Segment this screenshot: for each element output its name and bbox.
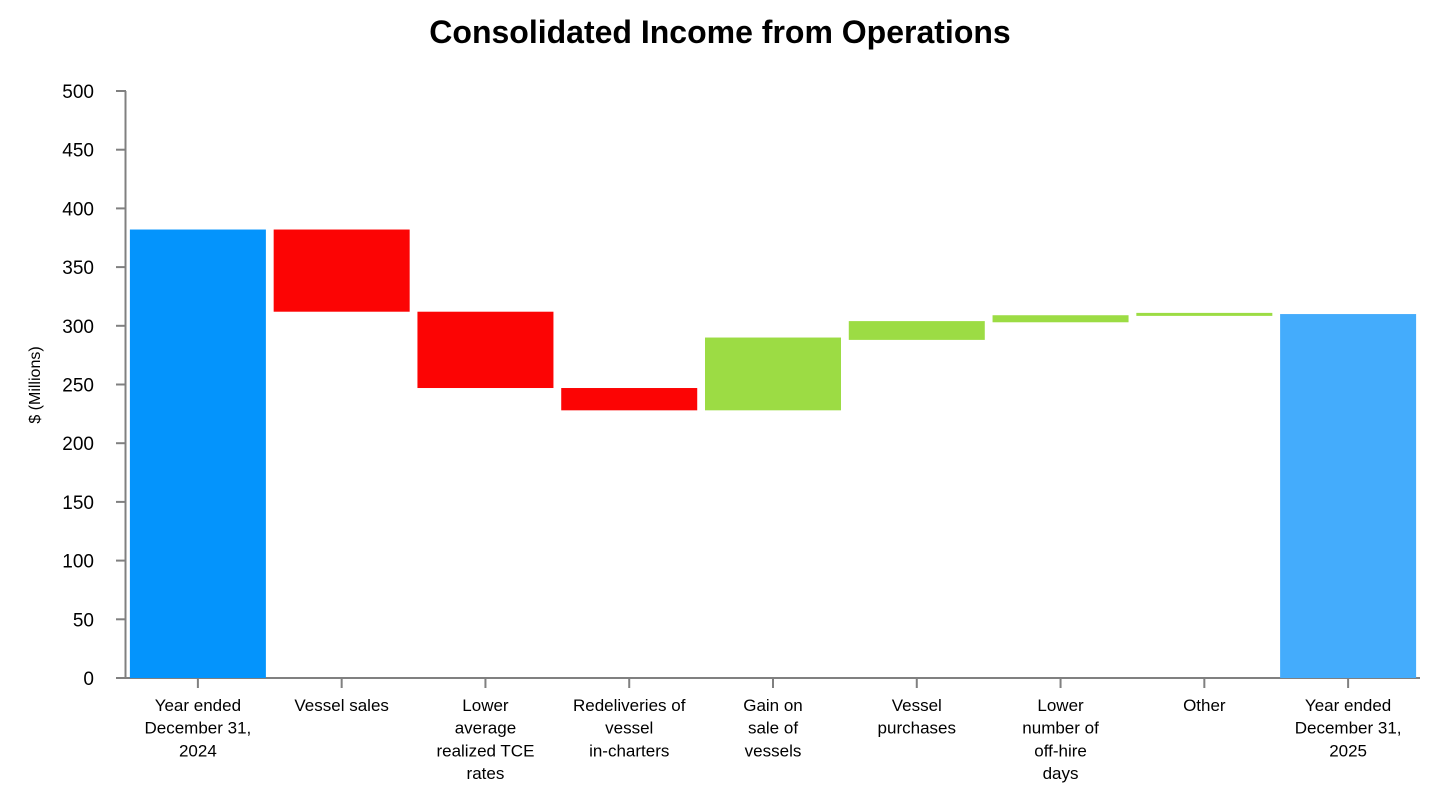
waterfall-bar <box>705 337 841 411</box>
x-category-label: Lower number of off-hire days <box>1022 696 1099 783</box>
y-axis: 0 50 100 150 200 250 300 350 400 450 500 <box>62 82 127 690</box>
waterfall-bar <box>417 311 554 389</box>
y-tick-label: 500 <box>62 82 94 103</box>
y-tick-label: 100 <box>62 552 94 573</box>
y-axis-title: $ (Millions) <box>27 346 44 423</box>
x-category-label: Vessel sales <box>294 696 389 715</box>
waterfall-bar <box>273 229 410 312</box>
waterfall-bar <box>1136 312 1273 316</box>
bars <box>129 229 1417 679</box>
x-category-label: Lower average realized TCE rates <box>436 696 534 783</box>
y-tick-label: 200 <box>62 434 94 455</box>
y-tick-label: 450 <box>62 141 94 162</box>
waterfall-bar <box>561 388 698 411</box>
y-tick-label: 50 <box>73 610 94 631</box>
y-tick-label: 400 <box>62 199 94 220</box>
y-tick-label: 250 <box>62 376 94 397</box>
chart-title: Consolidated Income from Operations <box>429 14 1011 50</box>
waterfall-bar <box>848 321 985 340</box>
x-category-label: Redeliveries of vessel in-charters <box>573 696 686 760</box>
waterfall-bar <box>992 315 1129 323</box>
waterfall-bar <box>129 229 266 679</box>
waterfall-bar <box>1280 314 1417 678</box>
y-tick-label: 150 <box>62 493 94 514</box>
y-tick-label: 350 <box>62 258 94 279</box>
x-category-label: Year ended December 31, 2025 <box>1295 696 1402 760</box>
y-tick-label: 0 <box>83 669 94 690</box>
category-labels: Year ended December 31, 2024 Vessel sales Lo… <box>144 696 1401 783</box>
y-tick-label: 300 <box>62 317 94 338</box>
x-category-label: Other <box>1183 696 1226 715</box>
x-category-label: Gain on sale of vessels <box>743 696 803 760</box>
x-category-label: Year ended December 31, 2024 <box>144 696 251 760</box>
x-axis <box>125 677 1420 688</box>
x-category-label: Vessel purchases <box>878 696 956 738</box>
